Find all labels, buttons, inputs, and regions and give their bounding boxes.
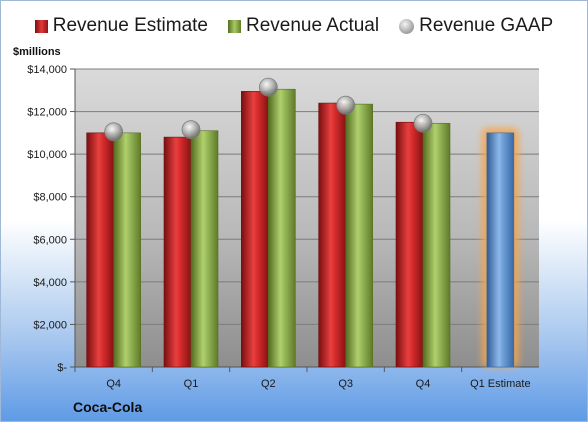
bar-actual	[422, 122, 451, 368]
y-unit-label: $millions	[13, 46, 61, 58]
gaap-marker	[336, 95, 356, 115]
gaap-marker	[413, 113, 433, 133]
legend-item-revenue-gaap: Revenue GAAP	[399, 15, 553, 37]
legend-swatch-revenue-gaap	[399, 18, 415, 34]
company-name: Coca-Cola	[73, 399, 143, 415]
bar-actual	[190, 130, 219, 368]
y-tick-label-7: $14,000	[27, 64, 67, 76]
x-tick-label-0: Q4	[106, 378, 121, 390]
bar-estimate	[86, 132, 114, 368]
bar-estimate	[163, 136, 192, 368]
legend-swatch-revenue-actual	[228, 19, 241, 33]
bar-estimate	[395, 121, 424, 368]
bar-estimate	[318, 102, 346, 368]
bar-estimate	[241, 91, 269, 368]
y-tick-label-0: $-	[57, 362, 67, 374]
x-tick-label-1: Q1	[184, 378, 199, 390]
bar-actual	[113, 132, 141, 368]
bar-actual	[345, 103, 373, 368]
legend-label-revenue-estimate: Revenue Estimate	[52, 15, 208, 36]
legend-item-revenue-actual: Revenue Actual	[228, 15, 379, 37]
gaap-marker	[104, 122, 124, 142]
legend-label-revenue-gaap: Revenue GAAP	[419, 15, 554, 36]
x-tick-label-5: Q1 Estimate	[470, 378, 531, 390]
y-tick-label-4: $8,000	[33, 192, 67, 204]
gaap-marker	[181, 120, 201, 140]
x-tick-label-2: Q2	[261, 378, 276, 390]
gaap-marker	[258, 77, 278, 97]
y-tick-label-1: $2,000	[33, 319, 67, 331]
y-tick-label-3: $6,000	[33, 234, 67, 246]
legend-item-revenue-estimate: Revenue Estimate	[34, 15, 208, 37]
legend-swatch-revenue-estimate	[34, 19, 48, 33]
y-tick-label-6: $12,000	[27, 107, 67, 119]
y-tick-label-2: $4,000	[33, 277, 67, 289]
legend: Revenue Estimate Revenue Actual Revenue …	[1, 11, 587, 41]
y-tick-label-5: $10,000	[27, 149, 67, 161]
bar-actual	[268, 88, 296, 368]
x-tick-label-3: Q3	[338, 378, 353, 390]
plot-area	[75, 69, 539, 367]
legend-label-revenue-actual: Revenue Actual	[246, 15, 380, 36]
x-tick-label-4: Q4	[416, 378, 431, 390]
bar-q1-estimate	[486, 132, 515, 368]
